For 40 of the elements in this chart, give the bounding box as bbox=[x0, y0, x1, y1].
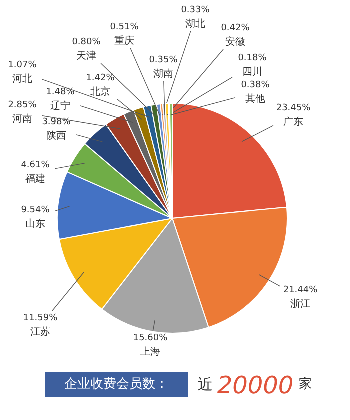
data-label: 2.85% bbox=[8, 100, 38, 110]
data-label: 9.54% bbox=[21, 206, 50, 216]
slice-label: 辽宁 bbox=[50, 100, 70, 112]
slice-label: 湖南 bbox=[154, 68, 174, 80]
slice-label: 浙江 bbox=[290, 298, 310, 310]
slice-label: 天津 bbox=[76, 50, 96, 62]
slice-label: 四川 bbox=[242, 66, 262, 78]
text: 企业收费会员数： bbox=[64, 377, 168, 392]
data-label: 0.42% bbox=[221, 24, 250, 34]
slice-label: 重庆 bbox=[114, 35, 134, 47]
data-label: 3.98% bbox=[42, 118, 72, 128]
text: 近 bbox=[198, 376, 213, 394]
data-label: 0.35% bbox=[149, 56, 178, 66]
data-label: 0.80% bbox=[72, 38, 102, 48]
data-label: 23.45% bbox=[276, 104, 312, 114]
data-label: 0.38% bbox=[241, 80, 270, 90]
slice-label: 湖北 bbox=[186, 18, 206, 30]
slice-label: 安徽 bbox=[226, 36, 246, 48]
slice-label: 上海 bbox=[140, 346, 160, 358]
data-label: 0.33% bbox=[181, 6, 210, 16]
data-label: 15.60% bbox=[133, 334, 168, 344]
text: 20000 bbox=[217, 372, 294, 400]
slice-label: 福建 bbox=[26, 173, 46, 185]
data-label: 4.61% bbox=[21, 160, 50, 170]
text: 家 bbox=[299, 376, 312, 392]
slice-label: 北京 bbox=[90, 86, 110, 98]
slice-label: 河北 bbox=[12, 73, 32, 85]
slice-label: 山东 bbox=[26, 218, 46, 230]
data-label: 1.07% bbox=[8, 60, 38, 70]
data-label: 11.59% bbox=[23, 314, 58, 324]
data-label: 1.48% bbox=[46, 88, 76, 98]
slice-label: 河南 bbox=[12, 113, 32, 125]
data-label: 0.51% bbox=[110, 22, 140, 32]
data-label: 1.42% bbox=[86, 74, 116, 84]
slice-label: 广东 bbox=[284, 116, 304, 128]
slice-label: 陕西 bbox=[46, 130, 66, 142]
data-label: 0.18% bbox=[238, 54, 268, 64]
slice-label: 其他 bbox=[246, 93, 266, 105]
data-label: 21.44% bbox=[283, 286, 318, 296]
slice-label: 江苏 bbox=[30, 326, 50, 338]
